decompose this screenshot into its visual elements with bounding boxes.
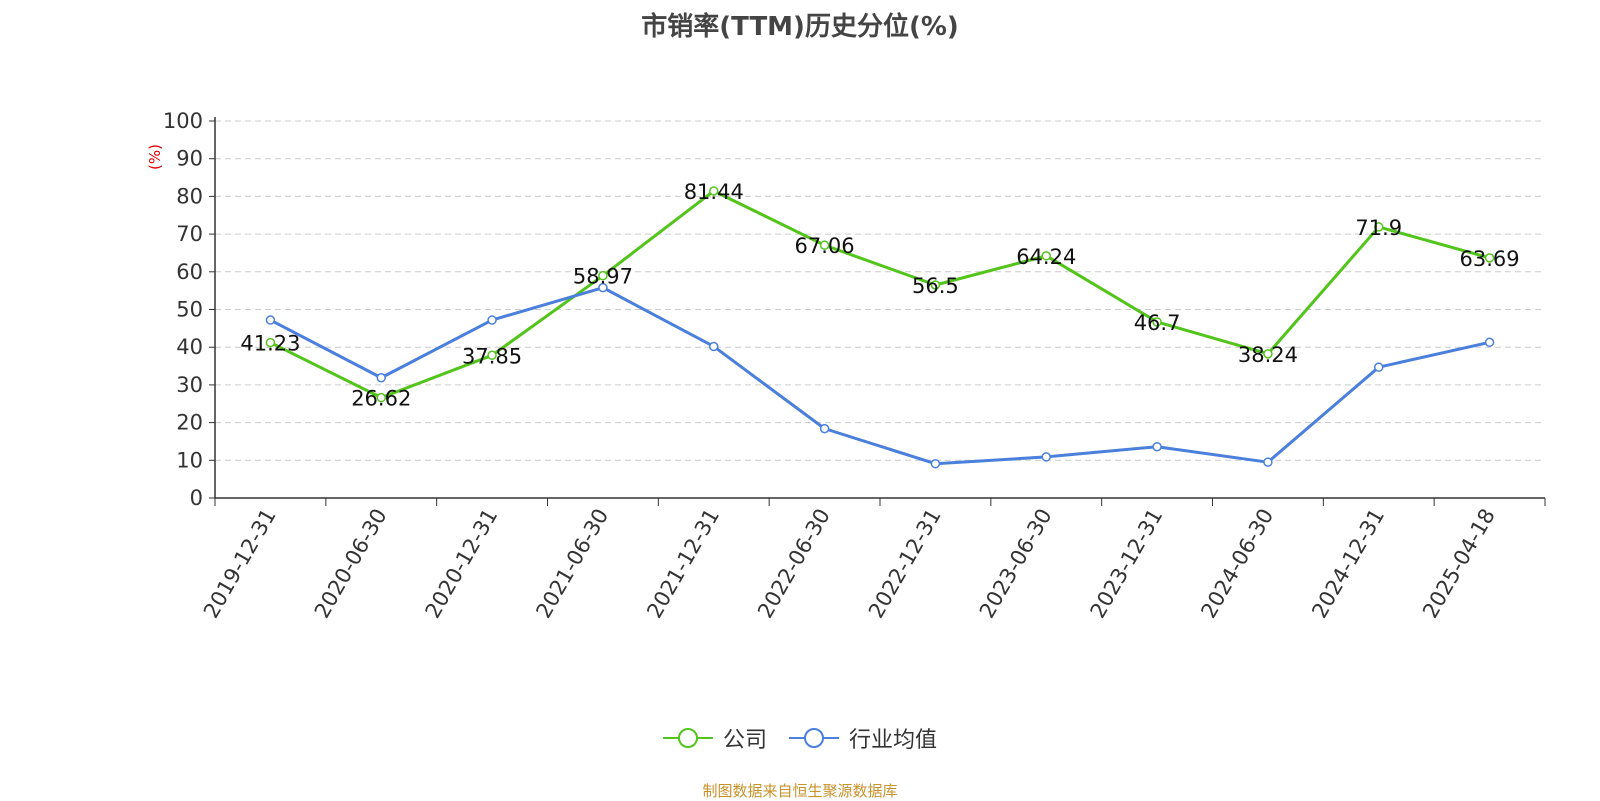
y-tick-label: 0	[190, 486, 203, 510]
x-tick-label: 2023-06-30	[975, 505, 1057, 623]
chart-title: 市销率(TTM)历史分位(%)	[641, 12, 959, 42]
y-tick-label: 40	[176, 335, 203, 359]
data-point-industry-avg	[265, 315, 276, 325]
y-tick-label: 10	[176, 448, 203, 472]
data-label-company: 56.5	[912, 274, 959, 298]
legend-industry-marker-icon	[789, 728, 839, 748]
data-label-company: 64.24	[1016, 245, 1076, 269]
data-point-industry-avg	[1152, 441, 1162, 452]
data-label-company: 63.69	[1460, 247, 1520, 271]
data-point-industry-avg	[709, 341, 719, 352]
y-tick-label: 60	[176, 260, 203, 284]
legend-item-company[interactable]: 公司	[662, 722, 767, 754]
legend-label-company: 公司	[722, 728, 767, 753]
legend-item-industry-avg[interactable]: 行业均值	[789, 722, 937, 754]
data-point-industry-avg	[598, 282, 608, 293]
data-point-company	[819, 240, 830, 250]
x-tick-label: 2025-04-18	[1418, 505, 1500, 623]
series-line-company	[269, 189, 1490, 400]
data-point-industry-avg	[1263, 457, 1273, 467]
legend-label-industry-avg: 行业均值	[849, 728, 938, 753]
data-label-company: 38.24	[1238, 343, 1298, 367]
data-point-company	[709, 186, 719, 196]
x-tick-label: 2019-12-31	[199, 505, 281, 623]
data-label-company: 41.23	[240, 332, 300, 356]
x-tick-label: 2021-06-30	[531, 505, 613, 623]
x-tick-label: 2023-12-31	[1086, 505, 1168, 623]
data-point-industry-avg	[1041, 452, 1051, 462]
legend-company-marker-icon	[662, 728, 713, 748]
source-note: 制图数据来自恒生聚源数据库	[702, 782, 898, 800]
line-chart: 0 10 20 30 40 50 60 70 80 90 100 (%) 2019-12-31 2020-…	[146, 109, 1546, 623]
y-tick-label: 20	[176, 411, 203, 435]
data-point-company	[376, 392, 386, 403]
legend: 公司 行业均值	[0, 722, 1600, 754]
x-tick-label: 2020-06-30	[310, 505, 392, 623]
y-tick-label: 50	[176, 298, 203, 322]
data-point-company	[487, 350, 497, 361]
data-point-company	[1484, 253, 1495, 263]
data-point-company	[265, 337, 276, 348]
data-point-company	[1041, 251, 1051, 261]
data-label-company: 67.06	[795, 234, 855, 258]
data-point-industry-avg	[487, 315, 497, 325]
y-axis-unit-label: (%)	[146, 144, 164, 170]
x-tick-label: 2024-06-30	[1196, 505, 1278, 623]
x-tick-label: 2022-12-31	[864, 505, 946, 623]
y-tick-label: 70	[176, 222, 203, 246]
series-line-industry-avg	[269, 286, 1490, 466]
data-point-industry-avg	[819, 423, 830, 434]
data-point-industry-avg	[376, 372, 386, 383]
data-point-industry-avg	[1484, 337, 1495, 348]
x-tick-label: 2020-12-31	[421, 505, 503, 623]
y-tick-label: 100	[163, 109, 203, 133]
y-tick-label: 90	[176, 147, 203, 171]
data-point-industry-avg	[1374, 362, 1384, 372]
data-point-company	[1152, 317, 1162, 327]
data-label-company: 37.85	[462, 344, 522, 368]
y-tick-label: 80	[176, 184, 203, 208]
data-label-company: 26.62	[351, 387, 411, 411]
data-point-company	[1263, 349, 1273, 359]
data-label-company: 81.44	[684, 180, 744, 204]
data-point-company	[930, 280, 941, 290]
data-point-industry-avg	[930, 458, 941, 469]
data-label-company: 58.97	[573, 265, 633, 289]
data-point-company	[598, 270, 608, 281]
x-tick-label: 2024-12-31	[1307, 505, 1389, 623]
x-tick-label: 2022-06-30	[753, 505, 835, 623]
data-label-company: 46.7	[1134, 311, 1181, 335]
data-label-company: 71.9	[1355, 216, 1402, 240]
data-point-company	[1374, 222, 1384, 232]
y-tick-label: 30	[176, 373, 203, 397]
x-tick-label: 2021-12-31	[642, 505, 724, 623]
